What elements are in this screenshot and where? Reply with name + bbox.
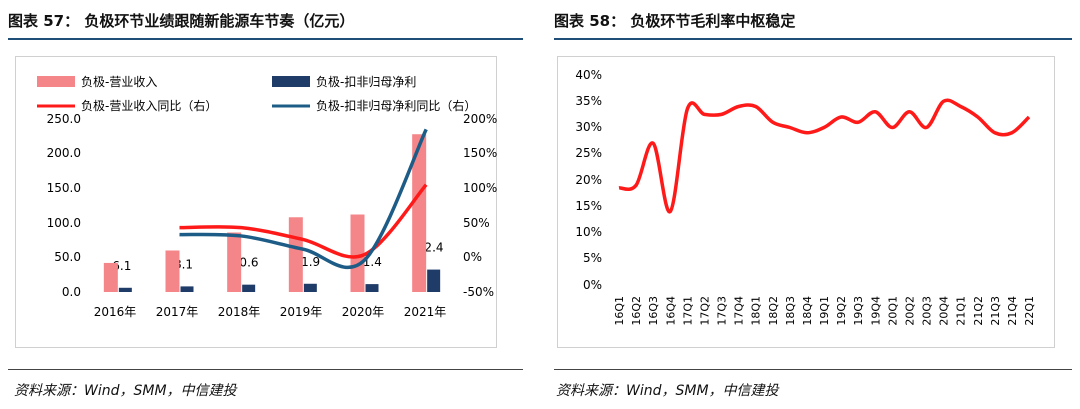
xtick58-23: 21Q4: [1006, 296, 1019, 326]
legend-profit-yoy-label: 负极-扣非归母净利同比（右）: [316, 98, 476, 113]
ytick-left-3: 150.0: [47, 181, 81, 195]
xtick-5: 2021年: [404, 305, 447, 319]
xtick-2: 2018年: [218, 305, 261, 319]
profit-yoy-line: [179, 128, 428, 270]
xtick58-4: 17Q1: [681, 296, 694, 326]
legend-revenue-swatch: [37, 76, 75, 87]
xtick-3: 2019年: [280, 305, 323, 319]
profit-bar-3: [303, 283, 317, 292]
xtick58-11: 18Q4: [801, 296, 814, 326]
xtick58-3: 16Q4: [664, 296, 677, 326]
xtick58-0: 16Q1: [613, 296, 626, 326]
xtick58-14: 19Q3: [852, 296, 865, 326]
profit-bar-2: [242, 284, 256, 292]
ytick58-6: 30%: [575, 120, 602, 134]
ytick-left-5: 250.0: [47, 112, 81, 126]
revenue-bar-5: [412, 134, 427, 292]
xtick58-15: 19Q4: [869, 296, 882, 326]
revenue-bar-3: [288, 217, 303, 292]
profit-bar-0: [118, 287, 132, 292]
ytick58-8: 40%: [575, 68, 602, 82]
xtick58-9: 18Q2: [767, 296, 780, 326]
chart58-frame: [557, 56, 1055, 348]
profit-bar-1: [180, 286, 194, 292]
xtick58-7: 17Q4: [733, 296, 746, 326]
ytick58-4: 20%: [575, 173, 602, 187]
left-title-rule: [8, 38, 523, 40]
ytick58-0: 0%: [583, 278, 602, 292]
profit-bar-5: [427, 269, 441, 292]
right-source: 资料来源：Wind，SMM，中信建投: [556, 383, 779, 399]
ytick-right-5: 200%: [463, 112, 497, 126]
ytick58-2: 10%: [575, 225, 602, 239]
xtick58-13: 19Q2: [835, 296, 848, 326]
xtick-1: 2017年: [156, 305, 199, 319]
profit-bar-4: [365, 284, 379, 292]
legend-revenue-label: 负极-营业收入: [81, 75, 157, 89]
ytick58-5: 25%: [575, 146, 602, 160]
ytick58-3: 15%: [575, 199, 602, 213]
xtick58-19: 20Q4: [938, 296, 951, 326]
ytick-right-0: -50%: [463, 285, 494, 299]
revenue-bar-4: [350, 214, 365, 292]
xtick58-12: 19Q1: [818, 296, 831, 326]
legend-profit-swatch: [272, 76, 310, 87]
ytick-right-3: 100%: [463, 181, 497, 195]
xtick58-20: 21Q1: [955, 296, 968, 326]
right-title-rule: [554, 38, 1072, 40]
xtick58-22: 21Q3: [989, 296, 1002, 326]
revenue-yoy-line: [179, 183, 428, 259]
chart57-frame: [15, 56, 497, 348]
left-source: 资料来源：Wind，SMM，中信建投: [14, 383, 237, 399]
revenue-bar-2: [227, 232, 242, 292]
ytick-left-2: 100.0: [47, 216, 81, 230]
xtick58-8: 18Q1: [750, 296, 763, 326]
ytick58-7: 35%: [575, 94, 602, 108]
xtick58-5: 17Q2: [698, 296, 711, 326]
xtick-4: 2020年: [342, 305, 385, 319]
chart57-svg: 负极-营业收入 负极-扣非归母净利 负极-营业收入同比（右） 负极-扣非归母净利…: [37, 75, 497, 319]
xtick58-2: 16Q3: [647, 296, 660, 326]
ytick-right-4: 150%: [463, 146, 497, 160]
xtick58-17: 20Q2: [903, 296, 916, 326]
xtick58-1: 16Q2: [630, 296, 643, 326]
legend-revenue-yoy-label: 负极-营业收入同比（右）: [81, 98, 217, 113]
chart58-title: 图表 58： 负极环节毛利率中枢稳定: [554, 12, 796, 30]
revenue-bar-1: [165, 250, 180, 292]
revenue-bar-0: [103, 262, 118, 292]
xtick58-18: 20Q3: [921, 296, 934, 326]
xtick58-21: 21Q2: [972, 296, 985, 326]
margin-line: [618, 98, 1031, 214]
right-source-rule: [554, 369, 1072, 370]
xtick58-6: 17Q3: [716, 296, 729, 326]
ytick-left-1: 50.0: [54, 250, 81, 264]
chart57-title: 图表 57： 负极环节业绩跟随新能源车节奏（亿元）: [8, 12, 355, 30]
chart58-svg: 0% 5% 10% 15% 20% 25% 30% 35% 40% 16Q1 16…: [575, 68, 1036, 326]
legend-profit-label: 负极-扣非归母净利: [316, 75, 416, 89]
left-source-rule: [8, 369, 523, 370]
ytick-left-4: 200.0: [47, 146, 81, 160]
xtick-0: 2016年: [94, 305, 137, 319]
ytick-left-0: 0.0: [62, 285, 81, 299]
xtick58-10: 18Q3: [784, 296, 797, 326]
xtick58-24: 22Q1: [1023, 296, 1036, 326]
ytick58-1: 5%: [583, 251, 602, 265]
ytick-right-1: 0%: [463, 250, 482, 264]
xtick58-16: 20Q1: [886, 296, 899, 326]
ytick-right-2: 50%: [463, 216, 490, 230]
